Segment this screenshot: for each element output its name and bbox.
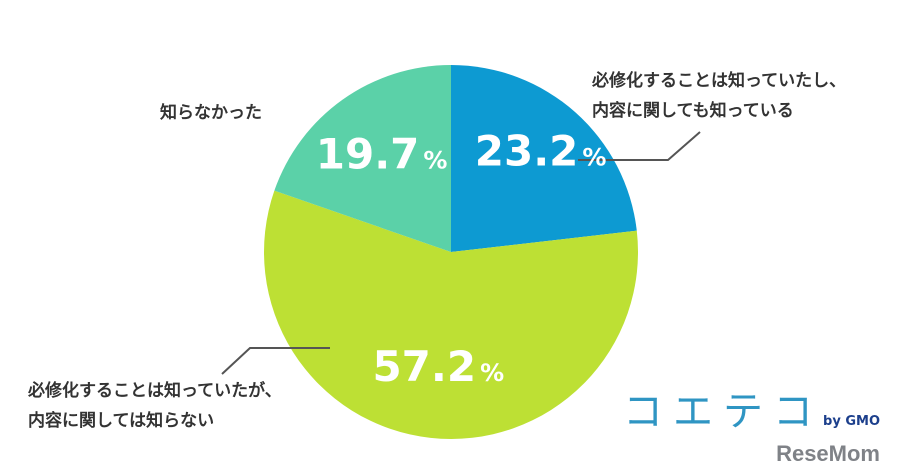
pie-slice-known-not-content [264, 190, 638, 439]
brand-by-text: by GMO [823, 414, 880, 429]
pie-slice-known-both [451, 65, 637, 252]
label-known-both: 必修化することは知っていたし、 内容に関しても知っている [592, 71, 847, 121]
value-label-not-known: 19.7% [316, 129, 448, 178]
leader-line-known-not-content [221, 347, 330, 375]
value-label-known-not-content: 57.2% [372, 342, 504, 391]
value-label-known-both: 23.2% [475, 127, 607, 176]
brand-logo: コエテコby GMO ReseMom [623, 392, 880, 466]
label-known-not-content: 必修化することは知っていたが、 内容に関しては知らない [28, 381, 282, 431]
label-not-known: 知らなかった [160, 103, 262, 123]
brand-sub-text: ReseMom [776, 441, 880, 466]
brand-main-text: コエテコ [623, 389, 824, 435]
leader-line-known-both [578, 131, 701, 161]
pie-slice-not-known [274, 64, 451, 252]
